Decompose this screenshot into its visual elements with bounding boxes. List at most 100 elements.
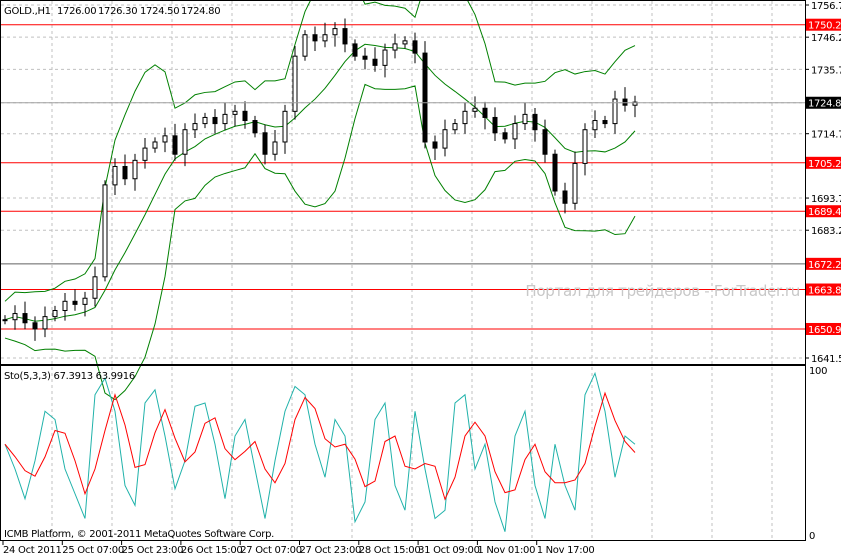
time-tick-label: 31 Oct 09:00 xyxy=(418,545,480,556)
header-open: 1726.00 xyxy=(57,6,96,17)
bollinger-upper xyxy=(4,0,636,302)
level-badge xyxy=(806,322,841,335)
candle-body xyxy=(552,153,558,192)
level-badge xyxy=(806,257,841,270)
candle-body xyxy=(572,162,578,204)
header-high: 1726.30 xyxy=(98,6,137,17)
level-badge xyxy=(806,205,841,218)
main-pane-border xyxy=(0,0,806,365)
candle-body xyxy=(52,310,58,318)
candle-body xyxy=(92,276,98,299)
bollinger-middle xyxy=(4,43,636,322)
current-price-label: 1724.80 xyxy=(808,99,841,110)
bollinger-bands xyxy=(4,0,636,401)
price-tick-label: 1714.70 xyxy=(811,130,841,141)
header-close: 1724.80 xyxy=(181,6,220,17)
candle-body xyxy=(22,313,28,324)
time-tick-label: 27 Oct 23:00 xyxy=(300,545,362,556)
candle-body xyxy=(622,98,628,106)
candle-body xyxy=(262,132,268,155)
candle-body xyxy=(352,43,358,57)
candle-body xyxy=(472,107,478,112)
candle-body xyxy=(362,55,368,60)
candle-body xyxy=(2,319,8,322)
level-label: 1672.23 xyxy=(808,260,841,271)
candle-body xyxy=(192,123,198,131)
candle-body xyxy=(482,107,488,118)
time-tick-label: 25 Oct 23:00 xyxy=(122,545,184,556)
stoch-signal-line xyxy=(4,391,636,501)
time-tick-label: 26 Oct 15:00 xyxy=(181,545,243,556)
indicator-pane-border xyxy=(0,365,806,541)
candle-body xyxy=(582,129,588,164)
candle-body xyxy=(442,129,448,149)
price-tick-label: 1756.70 xyxy=(811,1,841,12)
candle-body xyxy=(562,190,568,204)
candle-body xyxy=(592,120,598,131)
candle-body xyxy=(82,297,88,305)
candle-body xyxy=(452,123,458,131)
time-tick-label: 28 Oct 15:00 xyxy=(359,545,421,556)
candle-body xyxy=(12,313,18,321)
stoch-tick-label: 0 xyxy=(809,531,815,542)
level-label: 1705.20 xyxy=(808,159,841,170)
candle-body xyxy=(402,40,408,45)
price-tick-label: 1735.70 xyxy=(811,65,841,76)
candle-body xyxy=(72,300,78,305)
candle-body xyxy=(272,141,278,155)
price-tick-label: 1693.70 xyxy=(811,194,841,205)
price-tick-label: 1683.20 xyxy=(811,226,841,237)
candle-body xyxy=(332,28,338,36)
candle-body xyxy=(502,132,508,140)
candle-body xyxy=(492,116,498,134)
candle-body xyxy=(182,129,188,155)
candle-body xyxy=(292,55,298,112)
price-axis: 1756.70 1746.20 1735.70 1714.70 1693.70 1683.… xyxy=(1,1,841,542)
header-low: 1724.50 xyxy=(140,6,179,17)
time-tick-label: 24 Oct 2011 xyxy=(3,545,62,556)
candle-body xyxy=(162,135,168,143)
candle-body xyxy=(522,113,528,125)
stoch-tick-label: 100 xyxy=(809,366,827,377)
candle-body xyxy=(602,120,608,125)
candles xyxy=(2,18,638,341)
candle-body xyxy=(462,110,468,125)
candle-body xyxy=(152,141,158,149)
level-badge xyxy=(806,283,841,296)
time-tick-label: 1 Nov 17:00 xyxy=(537,545,595,556)
candle-body xyxy=(612,98,618,125)
candle-body xyxy=(302,34,308,57)
candle-body xyxy=(632,101,638,106)
candle-body xyxy=(142,147,148,161)
candle-body xyxy=(392,43,398,51)
candle-body xyxy=(342,28,348,45)
candle-body xyxy=(312,34,318,42)
watermark: Портал для трейдеров - ForTrader.ru xyxy=(525,282,800,300)
candle-body xyxy=(212,116,218,125)
candle-body xyxy=(242,110,248,122)
price-tick-label: 1641.50 xyxy=(811,354,841,365)
time-tick-label: 1 Nov 01:00 xyxy=(477,545,535,556)
candle-body xyxy=(122,165,128,180)
candle-body xyxy=(42,316,48,330)
candle-body xyxy=(282,110,288,143)
candle-body xyxy=(412,40,418,54)
candle-body xyxy=(542,129,548,155)
header-symbol: GOLD.,H1 xyxy=(4,6,51,17)
candle-body xyxy=(382,49,388,66)
current-price-badge xyxy=(806,96,841,109)
level-badge xyxy=(806,18,841,31)
level-label: 1689.40 xyxy=(808,207,841,218)
level-badge xyxy=(806,156,841,169)
candle-body xyxy=(252,120,258,134)
candle-body xyxy=(512,123,518,140)
stochastic-lines xyxy=(4,371,636,532)
copyright: ICMB Platform, © 2001-2011 MetaQuotes So… xyxy=(4,529,274,540)
indicator-label: Sto(5,3,3) 67.3913 63.9916 xyxy=(4,371,135,382)
candle-body xyxy=(172,135,178,155)
price-tick-label: 1746.20 xyxy=(811,33,841,44)
level-label: 1663.85 xyxy=(808,286,841,297)
